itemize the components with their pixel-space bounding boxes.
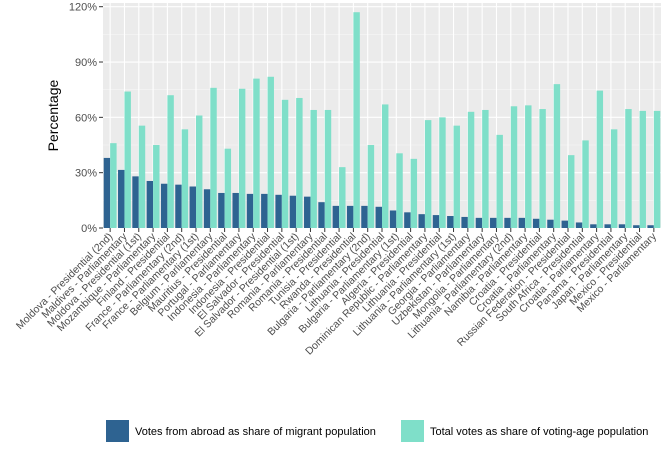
bar-migrant-12 — [275, 194, 282, 228]
bar-migrant-5 — [175, 184, 182, 228]
bar-migrant-31 — [547, 219, 554, 228]
bar-voting-age-5 — [181, 129, 189, 228]
bar-voting-age-3 — [153, 145, 160, 228]
bar-voting-age-22 — [424, 120, 432, 228]
bar-migrant-29 — [518, 217, 526, 228]
bar-migrant-1 — [118, 169, 125, 228]
y-tick-label: 90% — [75, 57, 97, 69]
bar-voting-age-9 — [238, 88, 246, 228]
bar-migrant-34 — [590, 224, 597, 228]
bar-voting-age-32 — [568, 155, 575, 228]
bar-migrant-27 — [490, 217, 497, 228]
bar-voting-age-24 — [453, 125, 460, 228]
bar-migrant-26 — [475, 217, 483, 228]
bar-migrant-18 — [361, 205, 368, 228]
y-tick-label: 0% — [81, 223, 97, 235]
bar-voting-age-15 — [324, 109, 332, 228]
bar-migrant-9 — [232, 192, 239, 228]
x-axis-ticks: Moldova - Presidential (2nd)Maldives - P… — [14, 228, 659, 358]
bar-migrant-7 — [203, 189, 211, 228]
legend-swatch-migrant — [106, 420, 129, 442]
bar-migrant-23 — [432, 215, 440, 228]
y-axis-title: Percentage — [45, 79, 61, 151]
legend-label-migrant: Votes from abroad as share of migrant po… — [135, 426, 376, 438]
bar-migrant-33 — [575, 222, 583, 228]
bar-voting-age-16 — [339, 167, 346, 228]
bar-migrant-11 — [261, 193, 268, 228]
bar-migrant-16 — [332, 205, 340, 228]
bar-migrant-24 — [447, 216, 454, 228]
bar-voting-age-4 — [167, 95, 174, 229]
bar-voting-age-11 — [267, 76, 274, 228]
bar-voting-age-35 — [610, 129, 618, 228]
bar-voting-age-7 — [210, 87, 217, 229]
bar-migrant-0 — [103, 157, 111, 228]
bar-voting-age-6 — [196, 115, 203, 228]
bar-voting-age-29 — [525, 105, 532, 228]
y-tick-label: 60% — [75, 112, 97, 124]
bar-migrant-15 — [318, 202, 325, 228]
bar-migrant-20 — [389, 210, 397, 228]
y-tick-label: 120% — [69, 2, 97, 14]
bar-voting-age-33 — [582, 140, 589, 228]
legend-label-voting-age: Total votes as share of voting-age popul… — [430, 426, 648, 438]
bar-migrant-38 — [647, 225, 654, 228]
bar-voting-age-19 — [382, 104, 389, 228]
bar-migrant-30 — [532, 218, 540, 228]
bar-voting-age-36 — [625, 109, 632, 228]
bar-voting-age-37 — [639, 110, 646, 228]
bar-migrant-37 — [633, 225, 640, 228]
bar-migrant-3 — [146, 180, 154, 228]
bar-migrant-14 — [304, 196, 311, 228]
bar-migrant-25 — [461, 216, 468, 228]
bar-voting-age-18 — [367, 145, 375, 228]
bar-voting-age-21 — [410, 158, 418, 228]
bar-voting-age-0 — [110, 143, 117, 228]
bar-voting-age-23 — [439, 117, 446, 228]
bar-migrant-8 — [218, 192, 225, 228]
bar-voting-age-27 — [496, 134, 503, 228]
bar-voting-age-20 — [396, 153, 403, 228]
bar-migrant-4 — [160, 183, 168, 228]
bar-voting-age-31 — [553, 84, 561, 228]
bar-migrant-17 — [346, 205, 354, 228]
bar-voting-age-10 — [253, 78, 260, 229]
bar-migrant-36 — [618, 224, 626, 228]
legend: Votes from abroad as share of migrant po… — [106, 420, 648, 442]
bar-migrant-22 — [418, 214, 425, 228]
bar-migrant-28 — [504, 217, 511, 228]
bar-migrant-13 — [289, 195, 297, 228]
bar-voting-age-17 — [353, 12, 360, 228]
bar-migrant-10 — [246, 193, 254, 228]
bar-migrant-6 — [189, 186, 196, 228]
y-axis-ticks: 0% 30% 60% 90% 120% — [69, 2, 103, 235]
bar-voting-age-28 — [510, 106, 518, 228]
bar-voting-age-34 — [596, 90, 604, 228]
bar-migrant-21 — [404, 212, 411, 228]
bar-migrant-19 — [375, 206, 382, 228]
y-tick-label: 30% — [75, 168, 97, 180]
bar-migrant-35 — [604, 224, 611, 228]
bar-voting-age-12 — [281, 99, 289, 229]
bar-voting-age-13 — [296, 97, 303, 228]
bar-voting-age-2 — [138, 125, 146, 228]
bar-voting-age-25 — [467, 111, 475, 228]
bar-voting-age-1 — [124, 91, 131, 228]
bar-migrant-2 — [132, 176, 139, 228]
bar-migrant-32 — [561, 220, 568, 228]
bar-voting-age-14 — [310, 109, 317, 228]
bar-voting-age-8 — [224, 148, 232, 228]
legend-swatch-voting-age — [401, 420, 424, 442]
bar-voting-age-26 — [482, 109, 489, 228]
bar-voting-age-30 — [539, 109, 546, 228]
bars — [103, 12, 661, 229]
bar-voting-age-38 — [653, 110, 661, 228]
